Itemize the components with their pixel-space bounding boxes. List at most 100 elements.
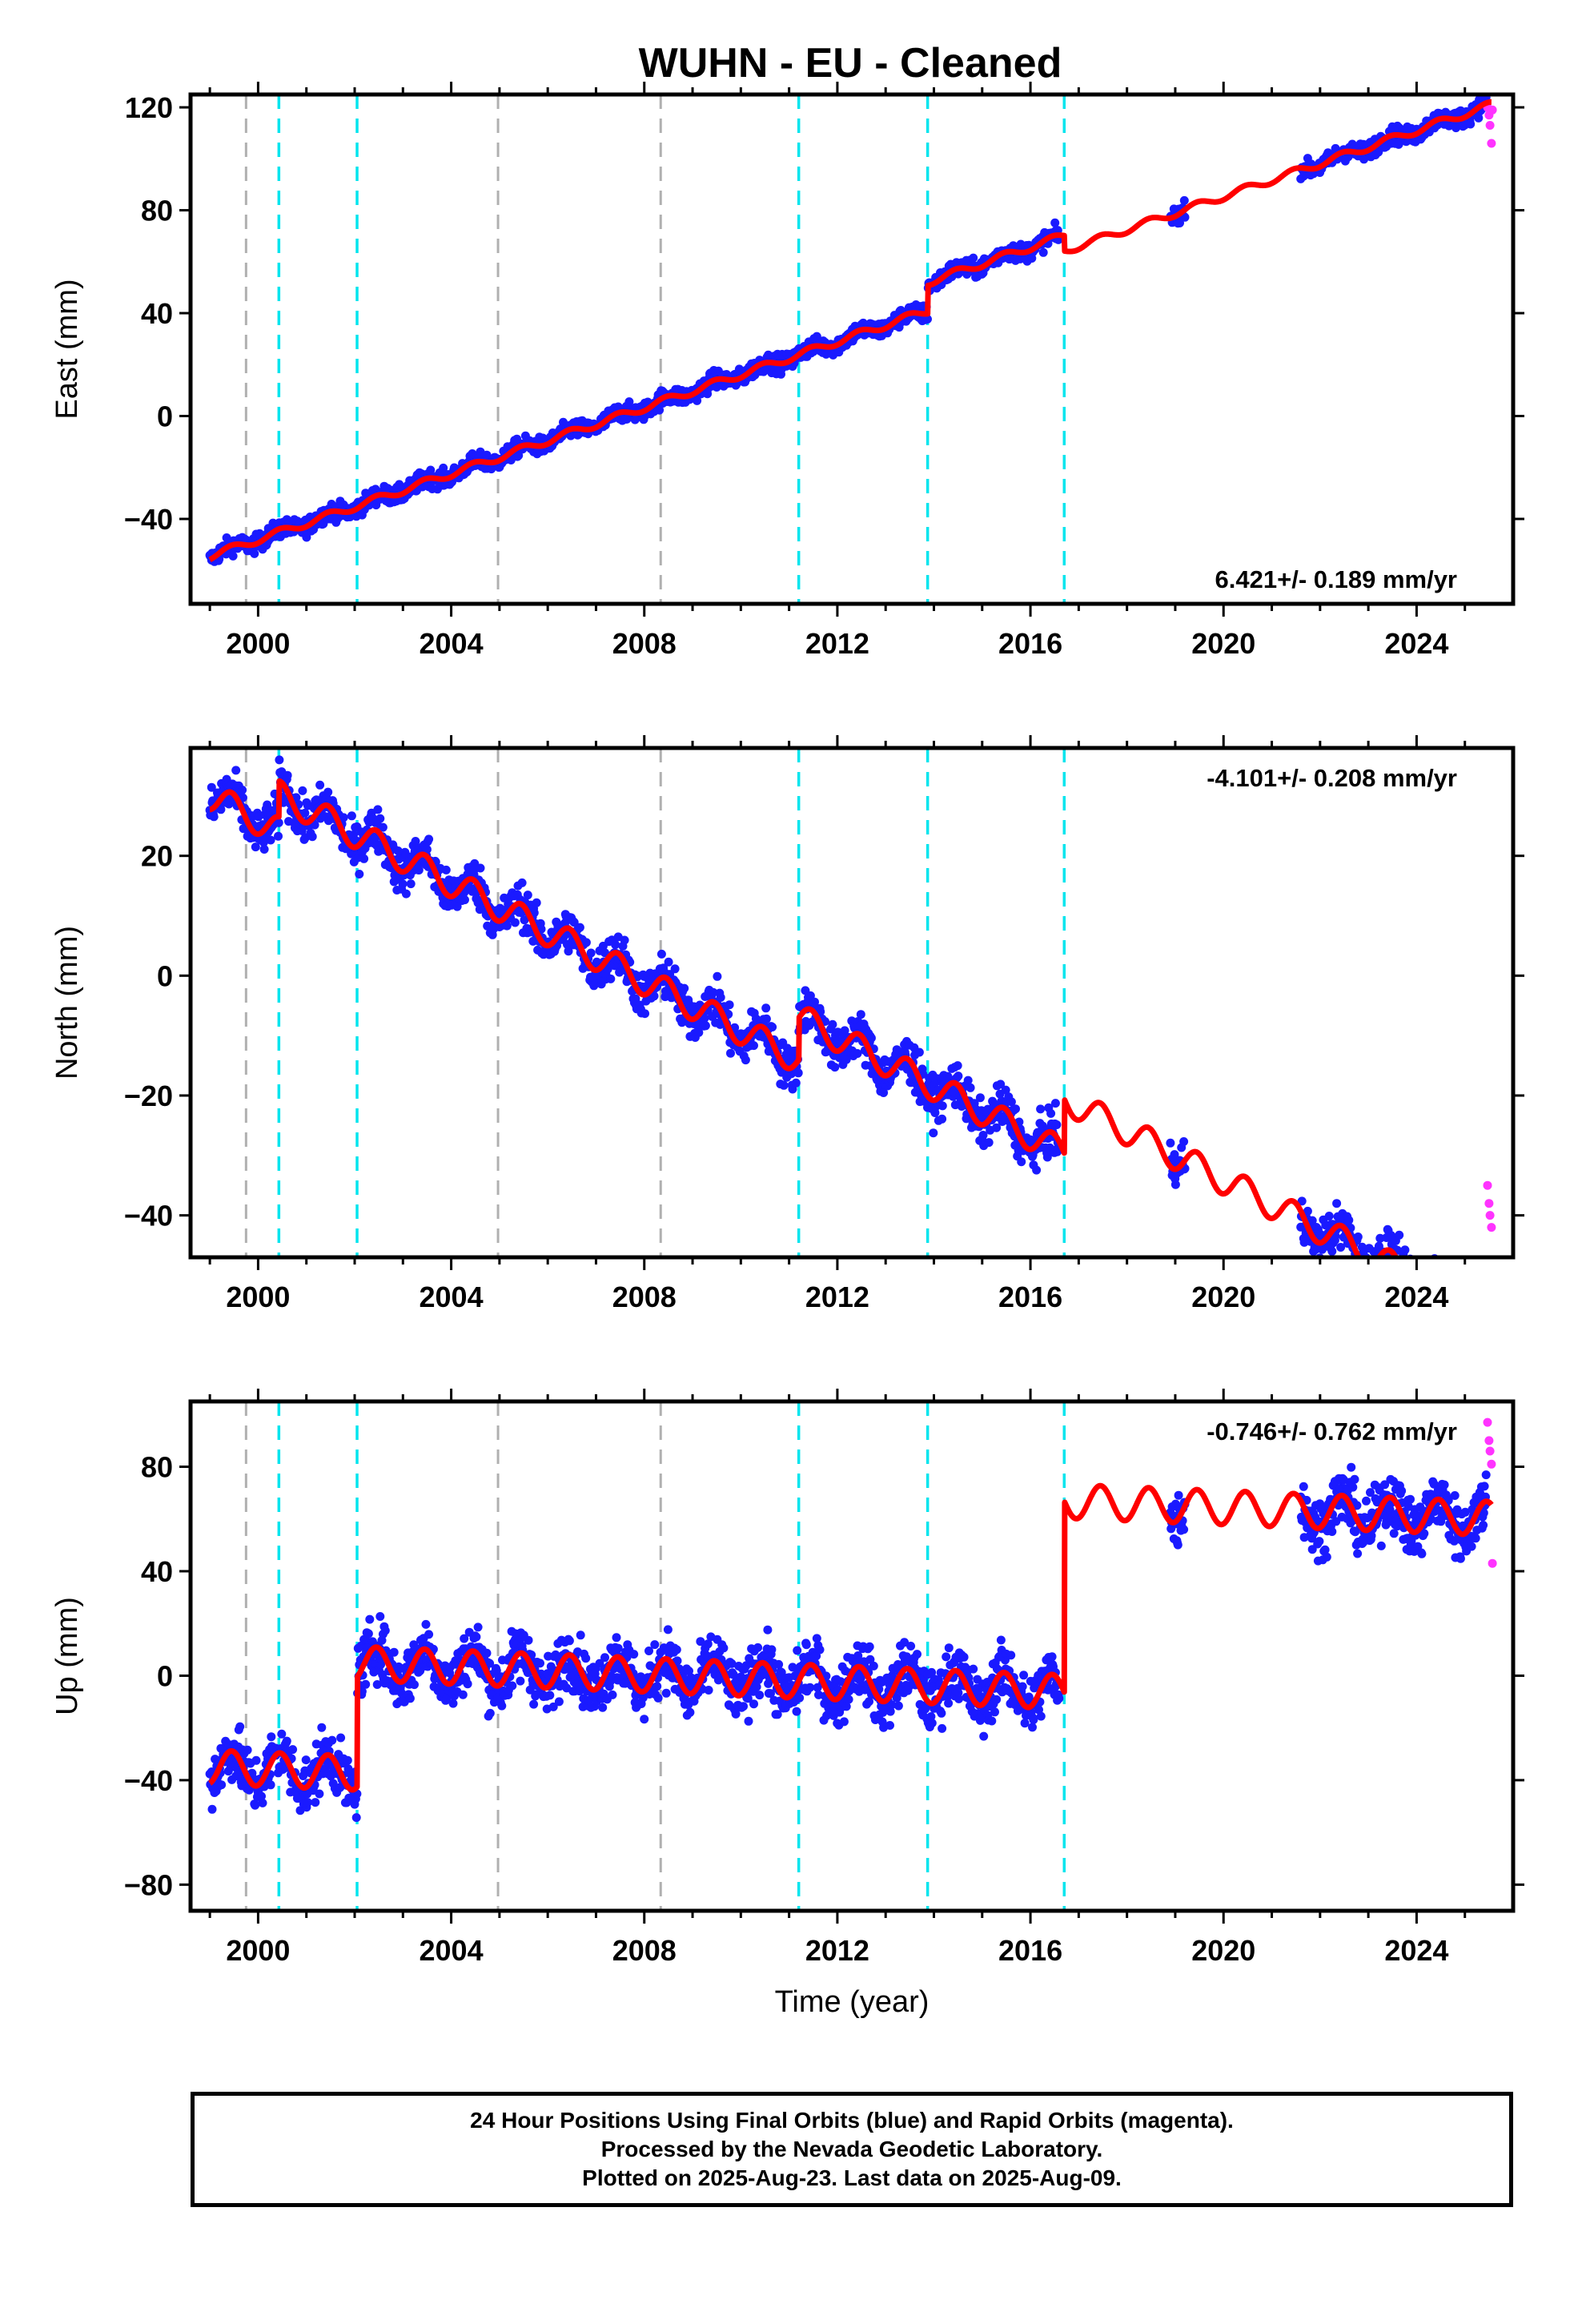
final-orbit-point xyxy=(307,832,317,842)
rapid-orbit-point xyxy=(1485,121,1495,130)
final-orbit-point xyxy=(283,770,292,780)
final-orbit-point xyxy=(966,1083,975,1092)
final-orbit-point xyxy=(398,879,408,889)
x-tick-label: 2024 xyxy=(1384,627,1448,660)
final-orbit-point xyxy=(914,1047,924,1057)
final-orbit-point xyxy=(1480,1285,1489,1294)
final-orbit-point xyxy=(1395,1230,1404,1240)
final-orbit-point xyxy=(1480,1302,1488,1311)
final-orbit-point xyxy=(514,451,524,460)
final-orbit-point xyxy=(853,1049,862,1058)
final-orbit-point xyxy=(1038,247,1048,257)
final-orbit-point xyxy=(361,1679,371,1689)
final-orbit-point xyxy=(524,1635,533,1645)
final-orbit-point xyxy=(1324,1212,1334,1220)
final-orbit-point xyxy=(1017,1157,1026,1167)
final-orbit-point xyxy=(1432,1269,1441,1277)
final-orbit-point xyxy=(375,814,385,823)
rapid-orbit-point xyxy=(1484,1199,1494,1208)
final-orbit-point xyxy=(359,854,369,863)
final-orbit-point xyxy=(1474,113,1484,123)
final-orbit-point xyxy=(1359,1273,1367,1281)
final-orbit-point xyxy=(793,1068,803,1078)
final-orbit-point xyxy=(251,1755,261,1765)
final-orbit-point xyxy=(405,1694,415,1703)
final-orbit-point xyxy=(336,1733,346,1743)
final-orbit-point xyxy=(1376,1258,1385,1267)
final-orbit-point xyxy=(1478,1305,1487,1313)
final-orbit-point xyxy=(327,1735,337,1745)
final-orbit-point xyxy=(774,1659,784,1669)
final-orbit-point xyxy=(1403,1265,1411,1274)
final-orbit-point xyxy=(1398,1268,1407,1277)
final-orbit-point xyxy=(611,940,620,950)
y-tick-label: 80 xyxy=(141,195,173,227)
final-orbit-point xyxy=(1392,1259,1401,1268)
final-orbit-point xyxy=(1327,1247,1337,1256)
final-orbit-point xyxy=(545,1691,555,1700)
final-orbit-point xyxy=(508,1681,517,1691)
final-orbit-point xyxy=(426,465,436,475)
final-orbit-point xyxy=(473,1622,483,1632)
final-orbit-point xyxy=(805,1683,815,1692)
rapid-orbit-point xyxy=(1487,139,1496,148)
final-orbit-point xyxy=(1452,1312,1460,1321)
final-orbit-point xyxy=(856,1010,865,1019)
final-orbit-point xyxy=(1375,1261,1384,1270)
final-orbit-point xyxy=(1460,1315,1469,1324)
final-orbit-point xyxy=(460,895,469,905)
final-orbit-point xyxy=(828,1019,837,1029)
final-orbit-point xyxy=(761,1014,771,1023)
rapid-orbit-point xyxy=(1487,1223,1496,1232)
final-orbit-point xyxy=(749,1699,758,1709)
final-orbit-point xyxy=(1407,1270,1415,1279)
final-orbit-point xyxy=(1464,1294,1472,1303)
final-orbit-point xyxy=(323,787,333,797)
final-orbit-point xyxy=(1357,1274,1366,1283)
final-orbit-point xyxy=(373,805,383,814)
final-orbit-point xyxy=(1458,1325,1467,1334)
final-orbit-point xyxy=(1456,1318,1465,1327)
final-orbit-point xyxy=(663,1625,673,1634)
final-orbit-point xyxy=(458,1690,468,1699)
final-orbit-point xyxy=(984,1138,994,1148)
final-orbit-point xyxy=(701,1021,710,1031)
final-orbit-point xyxy=(929,1128,938,1138)
final-orbit-point xyxy=(414,866,424,875)
final-orbit-point xyxy=(410,1680,419,1690)
final-orbit-point xyxy=(1454,1327,1463,1336)
final-orbit-point xyxy=(763,1625,773,1634)
final-orbit-point xyxy=(581,938,591,947)
final-orbit-point xyxy=(744,1716,753,1726)
final-orbit-point xyxy=(969,253,978,263)
final-orbit-point xyxy=(1353,1261,1362,1270)
final-orbit-point xyxy=(680,983,689,993)
final-orbit-point xyxy=(250,549,259,558)
final-orbit-point xyxy=(1474,1309,1483,1317)
final-orbit-point xyxy=(953,1061,962,1071)
final-orbit-point xyxy=(1469,1304,1478,1313)
final-orbit-point xyxy=(793,1646,802,1655)
final-orbit-point xyxy=(343,1755,352,1765)
final-orbit-point xyxy=(389,1647,399,1657)
final-orbit-point xyxy=(629,1650,639,1659)
y-axis-label: North (mm) xyxy=(50,926,84,1080)
final-orbit-point xyxy=(1476,1286,1485,1295)
final-orbit-point xyxy=(1478,1285,1487,1294)
final-orbit-point xyxy=(1369,1265,1378,1274)
final-orbit-point xyxy=(317,1723,327,1732)
final-orbit-point xyxy=(640,1715,649,1724)
final-orbit-point xyxy=(441,865,451,875)
panel-background xyxy=(191,94,1513,604)
final-orbit-point xyxy=(1453,1313,1462,1321)
final-orbit-point xyxy=(606,974,616,983)
final-orbit-point xyxy=(485,1708,495,1718)
final-orbit-point xyxy=(1456,1324,1464,1333)
final-orbit-point xyxy=(624,397,634,407)
final-orbit-point xyxy=(363,1629,373,1638)
final-orbit-point xyxy=(1473,1294,1482,1303)
final-orbit-point xyxy=(1449,1287,1458,1296)
final-orbit-point xyxy=(779,1080,789,1090)
final-orbit-point xyxy=(576,1630,585,1640)
